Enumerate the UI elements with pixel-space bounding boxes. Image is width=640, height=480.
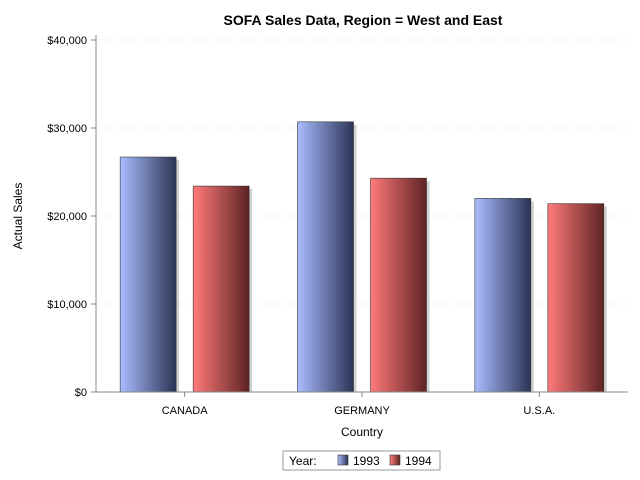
legend-swatch-1993 — [337, 454, 349, 466]
bar-germany-1993 — [297, 121, 354, 393]
y-tick-label: $30,000 — [47, 123, 87, 135]
bars — [119, 121, 607, 393]
bar-canada-1993 — [119, 156, 177, 393]
y-tick-label: $0 — [75, 387, 87, 399]
chart-title: SOFA Sales Data, Region = West and East — [224, 12, 503, 28]
x-tick-label: GERMANY — [334, 405, 390, 417]
y-tick-label: $10,000 — [47, 299, 87, 311]
y-axis-label: Actual Sales — [11, 183, 25, 250]
legend-frame — [282, 450, 441, 471]
bar-usa-1993 — [474, 198, 532, 393]
legend-label-1993: 1993 — [353, 454, 380, 468]
legend: Year: 1993 1994 — [282, 450, 441, 471]
y-tick-label: $20,000 — [47, 211, 87, 223]
legend-title: Year: — [289, 454, 317, 468]
y-ticks: $0 $10,000 $20,000 $30,000 $40,000 — [47, 35, 96, 399]
x-tick-label: CANADA — [162, 405, 209, 417]
legend-label-1994: 1994 — [405, 454, 432, 468]
x-tick-label: U.S.A. — [523, 405, 555, 417]
x-axis-label: Country — [341, 425, 383, 439]
x-ticks: CANADA GERMANY U.S.A. — [162, 392, 555, 417]
bar-germany-1994 — [370, 177, 427, 393]
y-tick-label: $40,000 — [47, 35, 87, 47]
bar-usa-1994 — [547, 203, 605, 393]
bar-canada-1994 — [192, 185, 250, 393]
legend-swatch-1994 — [389, 454, 401, 466]
legend-items: 1993 1994 — [337, 454, 432, 468]
